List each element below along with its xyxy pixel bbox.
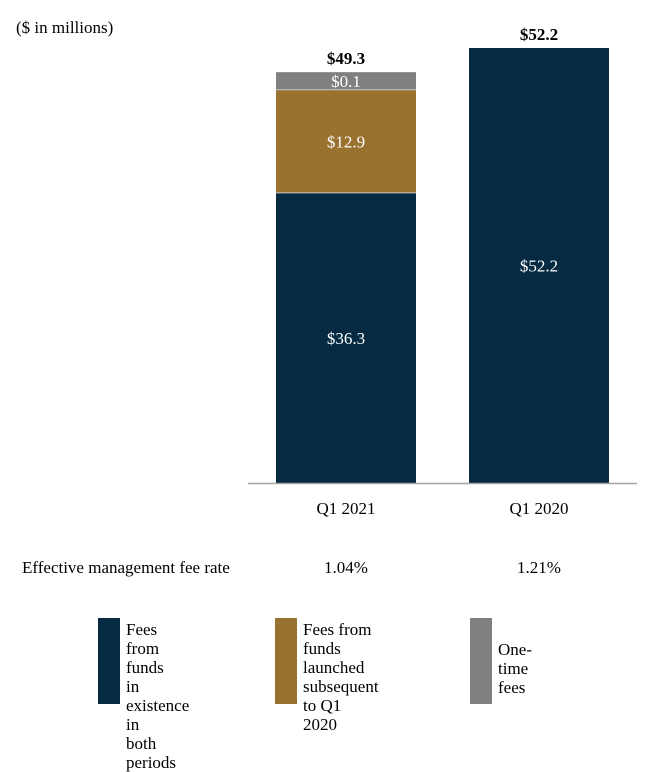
legend-text-new-funds: Fees from funds launched subsequent to Q… — [303, 620, 379, 734]
chart: $36.3 $12.9 $0.1 $49.3 Q1 2021 $52.2 $52.2 Q1 2… — [248, 25, 637, 518]
x-tick-q1-2020: Q1 2020 — [509, 499, 568, 518]
bar-q1-2021-fees-from-funds-in-existence-in-both-periods — [276, 192, 416, 483]
legend-swatch-one-time-fees — [470, 618, 492, 704]
total-label-q1-2021: $49.3 — [327, 49, 365, 68]
data-label-q1-2021-one-time-fees: $0.1 — [331, 72, 361, 91]
unit-label: ($ in millions) — [16, 18, 114, 37]
x-tick-q1-2021: Q1 2021 — [316, 499, 375, 518]
fee-rate-q1-2020: 1.21% — [517, 558, 561, 577]
bar-q1-2021-fees-from-funds-launched-subsequent-to-q1-2020 — [276, 89, 416, 193]
fee-rate-q1-2021: 1.04% — [324, 558, 368, 577]
legend-text-existing-funds: Fees from funds in existence in both per… — [126, 620, 190, 772]
legend-swatch-new-funds — [275, 618, 297, 704]
legend-text-one-time-fees: One-time fees — [498, 640, 532, 697]
total-label-q1-2020: $52.2 — [520, 25, 558, 44]
fee-rate-label: Effective management fee rate — [22, 558, 230, 577]
bar-q1-2021-one-time-fees — [276, 72, 416, 90]
legend-swatch-existing-funds — [98, 618, 120, 704]
data-label-q1-2020-fees-from-funds-in-existence-in-both-periods: $52.2 — [520, 257, 558, 276]
data-label-q1-2021-fees-from-funds-launched-subsequent-to-q1-2020: $12.9 — [327, 132, 365, 151]
bar-q1-2020-fees-from-funds-in-existence-in-both-periods — [469, 48, 609, 483]
data-label-q1-2021-fees-from-funds-in-existence-in-both-periods: $36.3 — [327, 329, 365, 348]
